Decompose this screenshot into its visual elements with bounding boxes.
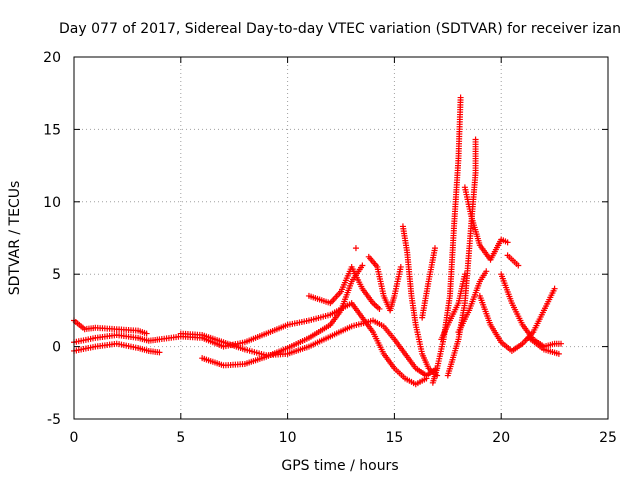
data-point bbox=[457, 94, 464, 101]
series-track-n bbox=[461, 184, 511, 263]
chart-title: Day 077 of 2017, Sidereal Day-to-day VTE… bbox=[59, 21, 621, 37]
series-track-c bbox=[71, 340, 163, 356]
series-track-e bbox=[199, 262, 366, 369]
data-point bbox=[431, 245, 438, 252]
data-point bbox=[143, 330, 150, 337]
x-tick-label: 15 bbox=[385, 430, 403, 446]
x-tick-label: 10 bbox=[279, 430, 297, 446]
series-track-f bbox=[305, 263, 383, 312]
data-point bbox=[483, 268, 490, 275]
series-track-o bbox=[455, 268, 490, 336]
data-point bbox=[397, 263, 404, 270]
data-point bbox=[156, 349, 163, 356]
data-point bbox=[558, 340, 565, 347]
x-tick-label: 5 bbox=[176, 430, 185, 446]
series-track-a bbox=[71, 300, 430, 388]
data-point bbox=[376, 305, 383, 312]
y-tick-label: -5 bbox=[47, 412, 61, 428]
data-point bbox=[555, 350, 562, 357]
series-track-i bbox=[399, 223, 441, 379]
data-point bbox=[515, 262, 522, 269]
data-point bbox=[359, 262, 366, 269]
data-point bbox=[551, 285, 558, 292]
series-track-k bbox=[444, 136, 479, 379]
y-tick-label: 20 bbox=[43, 50, 61, 66]
y-tick-label: 5 bbox=[52, 267, 61, 283]
x-tick-label: 25 bbox=[599, 430, 617, 446]
data-point bbox=[461, 271, 468, 278]
series-track-h bbox=[365, 253, 404, 314]
data-point bbox=[352, 245, 359, 252]
series-track-p bbox=[476, 285, 558, 354]
y-tick-label: 10 bbox=[43, 195, 61, 211]
plot-frame bbox=[73, 56, 609, 420]
x-axis-label: GPS time / hours bbox=[281, 458, 398, 474]
y-tick-label: 0 bbox=[52, 340, 61, 356]
y-axis-label: SDTVAR / TECUs bbox=[7, 181, 23, 296]
data-point bbox=[472, 136, 479, 143]
series-track-r bbox=[504, 252, 522, 269]
series-track-d bbox=[177, 317, 441, 379]
series-track-g bbox=[352, 245, 359, 252]
series-track-b bbox=[71, 317, 150, 337]
x-tick-label: 0 bbox=[70, 430, 79, 446]
series-track-m bbox=[438, 271, 468, 343]
series-track-l bbox=[419, 245, 438, 321]
series-track-j bbox=[429, 94, 464, 386]
y-tick-label: 15 bbox=[43, 122, 61, 138]
series-track-s bbox=[525, 334, 562, 357]
data-point bbox=[504, 239, 511, 246]
x-tick-label: 20 bbox=[492, 430, 510, 446]
